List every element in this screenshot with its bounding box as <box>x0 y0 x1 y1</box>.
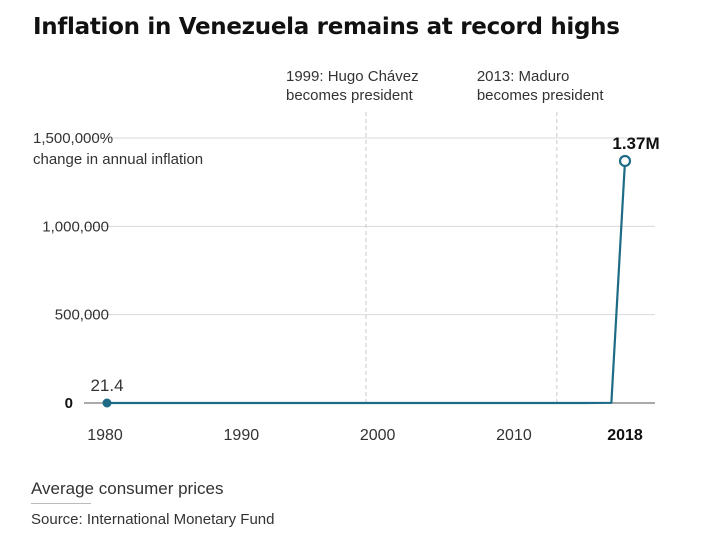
x-tick-label: 2010 <box>496 427 532 444</box>
y-tick-label: 0 <box>65 395 73 412</box>
y-tick-label: 1,000,000 <box>42 218 109 235</box>
chart-title: Inflation in Venezuela remains at record… <box>33 14 620 40</box>
x-tick-label: 1990 <box>224 427 260 444</box>
event-label: becomes president <box>286 87 414 104</box>
event-label: becomes president <box>477 87 605 104</box>
y-axis-note: change in annual inflation <box>33 151 203 168</box>
start-value-label: 21.4 <box>90 376 123 395</box>
source-note: Source: International Monetary Fund <box>31 511 275 528</box>
y-tick-label: 1,500,000% <box>33 130 113 147</box>
event-label: 1999: Hugo Chávez <box>286 68 419 85</box>
chart-note: Average consumer prices <box>31 479 224 498</box>
event-label: 2013: Maduro <box>477 68 570 85</box>
x-tick-label: 2000 <box>360 427 396 444</box>
y-tick-label: 500,000 <box>55 307 109 324</box>
end-value-label: 1.37M <box>612 134 659 153</box>
inflation-line <box>107 160 627 405</box>
line-chart: 0 500,000 1,000,000 1,500,000% change in ann… <box>33 68 660 444</box>
x-tick-label: 2018 <box>607 427 643 444</box>
end-point <box>618 154 632 168</box>
x-tick-label: 1980 <box>87 427 123 444</box>
start-point <box>102 398 112 408</box>
note-divider <box>31 503 91 504</box>
